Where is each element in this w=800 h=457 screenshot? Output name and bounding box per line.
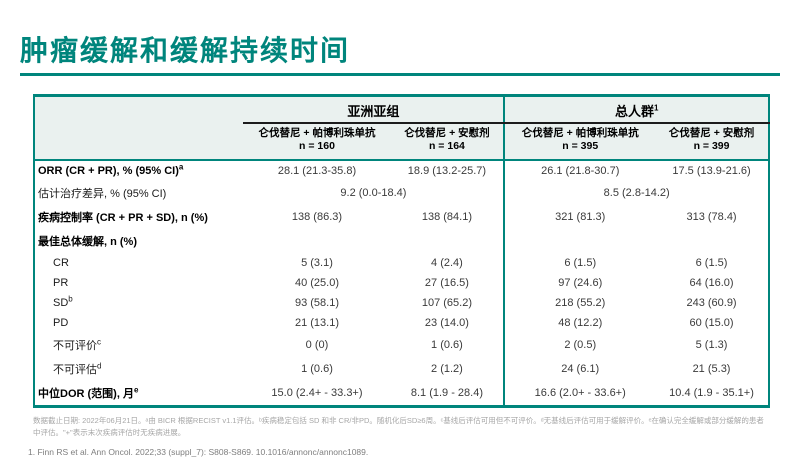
arm-header-row: 仑伐替尼 + 帕博利珠单抗 n = 160 仑伐替尼 + 安慰剂 n = 164 仑… — [34, 122, 769, 162]
cell: 2 (1.2) — [390, 357, 506, 382]
row-label: 估计治疗差异, % (95% CI) — [38, 188, 167, 201]
cell: 5 (3.1) — [301, 257, 333, 270]
arm-name: 仑伐替尼 + 安慰剂 — [668, 126, 755, 139]
row-label: 不可评估d — [53, 361, 102, 377]
cell: 0 (0) — [305, 339, 329, 352]
arm-n: n = 160 — [299, 140, 335, 153]
cell: 243 (60.9) — [686, 297, 737, 310]
group-label: 总人群 — [614, 103, 654, 119]
cell — [390, 229, 506, 254]
table-row-sd: SDb 93 (58.1) 107 (65.2) 218 (55.2) 243 … — [34, 293, 769, 314]
row-label: 最佳总体缓解, n (%) — [38, 236, 137, 249]
cell — [655, 229, 769, 253]
cell: 10.4 (1.9 - 35.1+) — [669, 387, 754, 400]
cell: 138 (86.3) — [291, 211, 343, 224]
arm-name: 仑伐替尼 + 安慰剂 — [404, 126, 490, 139]
cell: 321 (81.3) — [555, 211, 606, 224]
empty-header-cell — [34, 95, 244, 123]
arm-name: 仑伐替尼 + 帕博利珠单抗 — [258, 126, 376, 139]
cell: 6 (1.5) — [564, 257, 597, 270]
row-label: PD — [53, 317, 69, 330]
cell: 313 (78.4) — [686, 211, 737, 224]
table-row-dcr: 疾病控制率 (CR + PR + SD), n (%) 138 (86.3) 1… — [34, 205, 769, 230]
cell: 40 (25.0) — [294, 277, 339, 290]
table-row-not-evaluable: 不可评价c 0 (0) 1 (0.6) 2 (0.5) 5 (1.3) — [34, 333, 769, 358]
cell: 60 (15.0) — [689, 317, 734, 330]
column-header-total-combo: 仑伐替尼 + 帕博利珠单抗 n = 395 — [504, 122, 656, 162]
cell-span: 9.2 (0.0-18.4) — [243, 181, 506, 206]
cell: 8.1 (1.9 - 28.4) — [390, 381, 506, 407]
column-group-total: 总人群1 — [504, 95, 769, 124]
arm-name: 仑伐替尼 + 帕博利珠单抗 — [521, 126, 639, 139]
results-table: 亚洲亚组 总人群1 仑伐替尼 + 帕博利珠单抗 n = 160 仑伐替尼 + 安慰… — [33, 93, 770, 409]
table-row-pr: PR 40 (25.0) 27 (16.5) 97 (24.6) 64 (16.… — [34, 273, 769, 294]
row-label: CR — [53, 257, 69, 270]
table-row-orr: ORR (CR + PR), % (95% CI)a 28.1 (21.3-35… — [34, 160, 769, 182]
title-underline — [20, 72, 780, 76]
page-title: 肿瘤缓解和缓解持续时间 — [20, 35, 351, 66]
cell: 64 (16.0) — [689, 277, 734, 290]
table-row-cr: CR 5 (3.1) 4 (2.4) 6 (1.5) 6 (1.5) — [34, 253, 769, 274]
table-row-not-assessable: 不可评估d 1 (0.6) 2 (1.2) 24 (6.1) 21 (5.3) — [34, 357, 769, 382]
table-row-pd: PD 21 (13.1) 23 (14.0) 48 (12.2) 60 (15.… — [34, 313, 769, 334]
row-label: 不可评价c — [53, 337, 101, 353]
column-header-asia-placebo: 仑伐替尼 + 安慰剂 n = 164 — [390, 122, 506, 162]
table-row-best-overall-response: 最佳总体缓解, n (%) — [34, 229, 769, 254]
row-label: ORR (CR + PR), % (95% CI)a — [38, 162, 184, 178]
cell: 28.1 (21.3-35.8) — [277, 165, 357, 178]
cell: 23 (14.0) — [390, 313, 506, 334]
row-label: 疾病控制率 (CR + PR + SD), n (%) — [38, 212, 208, 225]
row-label: 中位DOR (范围), 月e — [38, 385, 139, 401]
reference: 1. Finn RS et al. Ann Oncol. 2022;33 (su… — [28, 447, 369, 457]
table-row-treatment-difference: 估计治疗差异, % (95% CI) 9.2 (0.0-18.4) 8.5 (2… — [34, 181, 769, 206]
arm-n: n = 399 — [693, 140, 730, 153]
row-label: SDb — [53, 294, 73, 310]
cell: 48 (12.2) — [558, 317, 603, 330]
cell: 1 (0.6) — [301, 363, 333, 376]
cell — [504, 229, 655, 253]
group-header-row: 亚洲亚组 总人群1 — [34, 95, 769, 124]
cell: 107 (65.2) — [390, 293, 506, 314]
cell: 16.6 (2.0+ - 33.6+) — [534, 387, 626, 400]
cell: 6 (1.5) — [695, 257, 728, 270]
arm-n: n = 164 — [428, 140, 465, 153]
cell: 15.0 (2.4+ - 33.3+) — [271, 387, 363, 400]
cell: 4 (2.4) — [390, 253, 506, 274]
cell-span: 8.5 (2.8-14.2) — [603, 187, 670, 200]
empty-header-cell — [34, 122, 244, 162]
cell: 93 (58.1) — [294, 297, 339, 310]
column-header-asia-combo: 仑伐替尼 + 帕博利珠单抗 n = 160 — [243, 122, 391, 162]
column-header-total-placebo: 仑伐替尼 + 安慰剂 n = 399 — [655, 122, 769, 162]
cell: 17.5 (13.9-21.6) — [672, 165, 751, 178]
row-label: PR — [53, 277, 69, 290]
footnotes: 数据截止日期: 2022年06月21日。ᵃ由 BICR 根据RECIST v1.… — [33, 416, 764, 437]
cell: 26.1 (21.8-30.7) — [541, 165, 620, 178]
cell: 5 (1.3) — [695, 339, 728, 352]
cell: 2 (0.5) — [564, 339, 597, 352]
cell: 24 (6.1) — [561, 363, 600, 376]
cell: 18.9 (13.2-25.7) — [390, 160, 506, 182]
cell: 21 (5.3) — [692, 363, 731, 376]
table-row-median-dor: 中位DOR (范围), 月e 15.0 (2.4+ - 33.3+) 8.1 (… — [34, 381, 769, 407]
cell: 27 (16.5) — [390, 273, 506, 294]
cell — [243, 229, 390, 253]
cell: 1 (0.6) — [390, 333, 506, 358]
cell: 21 (13.1) — [294, 317, 339, 330]
group-superscript: 1 — [653, 103, 659, 113]
group-label: 亚洲亚组 — [347, 103, 400, 119]
arm-n: n = 395 — [562, 140, 599, 153]
cell: 138 (84.1) — [390, 205, 506, 230]
column-group-asia: 亚洲亚组 — [243, 95, 506, 124]
cell: 218 (55.2) — [555, 297, 606, 310]
cell: 97 (24.6) — [558, 277, 603, 290]
